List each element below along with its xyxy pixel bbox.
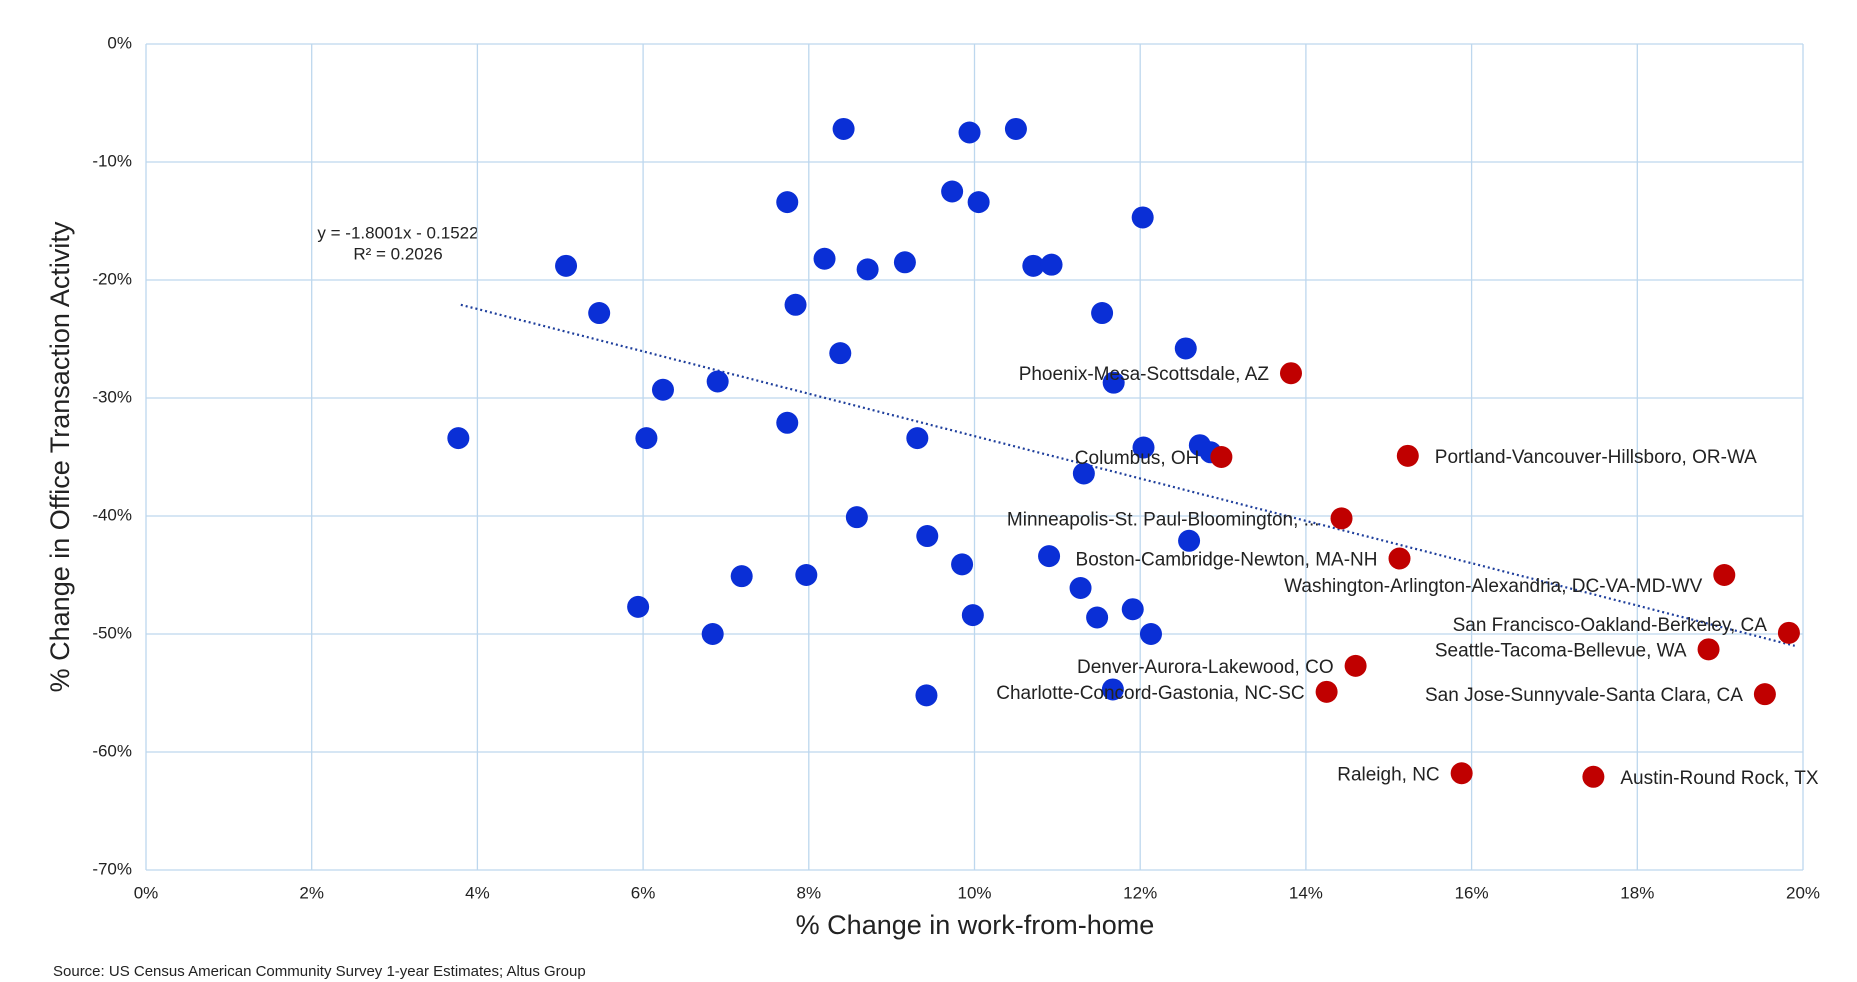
point-label: Washington-Arlington-Alexandria, DC-VA-M… [1284, 576, 1702, 597]
point [1072, 462, 1095, 485]
y-tick-label: -20% [92, 269, 132, 288]
point [1086, 606, 1109, 629]
point [1131, 206, 1154, 229]
point-label: Raleigh, NC [1337, 764, 1439, 785]
y-tick-label: -60% [92, 741, 132, 760]
point [1315, 680, 1338, 703]
y-tick-label: -10% [92, 151, 132, 170]
x-tick-label: 16% [1455, 883, 1489, 902]
x-tick-label: 8% [797, 883, 822, 902]
point [1388, 547, 1411, 570]
x-tick-label: 0% [134, 883, 159, 902]
point [813, 247, 836, 270]
point [1210, 446, 1233, 468]
point [776, 191, 799, 214]
point-label: San Jose-Sunnyvale-Santa Clara, CA [1425, 685, 1743, 706]
source-note: Source: US Census American Community Sur… [53, 963, 586, 980]
x-tick-label: 10% [957, 883, 991, 902]
point [1330, 507, 1353, 530]
point [1101, 678, 1124, 701]
point [1040, 253, 1063, 276]
point [1091, 302, 1114, 325]
point [915, 684, 938, 707]
point [967, 191, 990, 214]
y-tick-label: -50% [92, 623, 132, 642]
point-label: Phoenix-Mesa-Scottsdale, AZ [1019, 364, 1270, 385]
point [706, 370, 729, 393]
point [1344, 654, 1367, 677]
point [701, 623, 724, 645]
x-tick-label: 6% [631, 883, 656, 902]
point-label: Minneapolis-St. Paul-Bloomington, ... [1007, 509, 1320, 530]
point [651, 378, 674, 401]
x-tick-label: 14% [1289, 883, 1323, 902]
point-label: Seattle-Tacoma-Bellevue, WA [1435, 640, 1687, 661]
point [941, 180, 964, 203]
point [588, 302, 611, 325]
point [845, 506, 868, 529]
y-tick-label: 0% [107, 33, 132, 52]
point [635, 427, 658, 450]
point-label: Charlotte-Concord-Gastonia, NC-SC [996, 683, 1304, 704]
point [1777, 621, 1800, 644]
point [829, 342, 852, 365]
y-tick-label: -70% [92, 859, 132, 878]
point [951, 553, 974, 576]
point [1038, 545, 1061, 568]
point [1102, 371, 1125, 394]
point [893, 251, 916, 274]
point [1132, 436, 1155, 459]
point-label: Columbus, OH [1075, 448, 1200, 469]
point-label: Denver-Aurora-Lakewood, CO [1077, 657, 1334, 678]
point [856, 258, 879, 281]
point [1753, 683, 1776, 706]
point [1279, 362, 1302, 385]
point [832, 117, 855, 140]
x-tick-label: 2% [299, 883, 324, 902]
x-tick-label: 18% [1620, 883, 1654, 902]
x-tick-label: 4% [465, 883, 490, 902]
y-tick-label: -40% [92, 505, 132, 524]
point [958, 121, 981, 144]
point [795, 564, 818, 586]
point-label: Portland-Vancouver-Hillsboro, OR-WA [1435, 447, 1757, 468]
point [906, 427, 929, 450]
trendline-r-squared: R² = 0.2026 [353, 244, 442, 263]
x-axis-title: % Change in work-from-home [796, 910, 1155, 940]
x-tick-label: 12% [1123, 883, 1157, 902]
x-tick-label: 20% [1786, 883, 1820, 902]
point [1139, 623, 1162, 645]
point [555, 254, 578, 277]
point [784, 293, 807, 316]
point-label: Austin-Round Rock, TX [1620, 768, 1819, 789]
point [1022, 254, 1045, 277]
point-label: San Francisco-Oakland-Berkeley, CA [1453, 615, 1768, 636]
point [1582, 765, 1605, 788]
point [1178, 529, 1201, 552]
point [627, 595, 650, 618]
y-axis-title: % Change in Office Transaction Activity [45, 221, 75, 692]
point [1396, 444, 1419, 467]
point [1450, 762, 1473, 785]
point [730, 565, 753, 588]
point [1174, 337, 1197, 360]
point-label: Boston-Cambridge-Newton, MA-NH [1076, 549, 1378, 570]
point [447, 427, 470, 450]
point [916, 525, 939, 548]
point [1697, 638, 1720, 661]
point [961, 604, 984, 627]
point [1004, 117, 1027, 140]
point [1713, 564, 1736, 586]
point [1121, 598, 1144, 621]
point [1069, 576, 1092, 599]
trendline-equation: y = -1.8001x - 0.1522 [317, 223, 478, 242]
point [776, 411, 799, 434]
y-tick-label: -30% [92, 387, 132, 406]
